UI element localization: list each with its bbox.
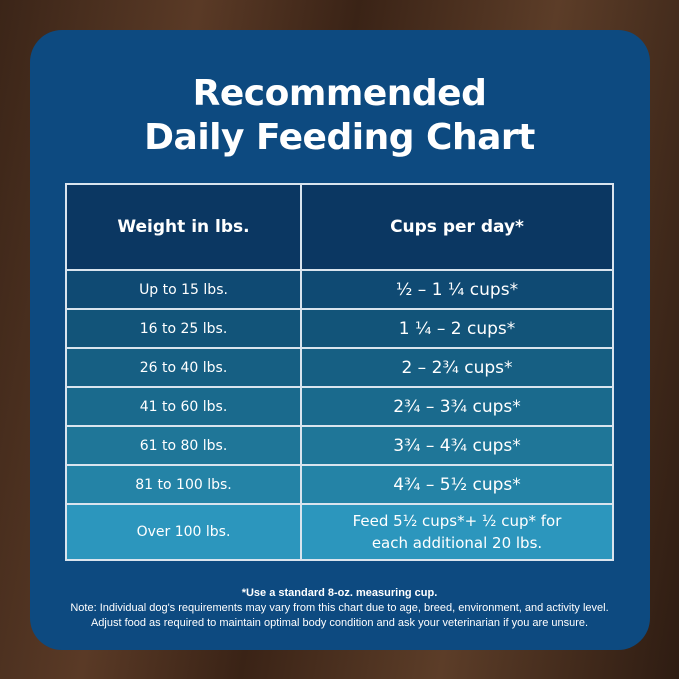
cups-cell: 3¾ – 4¾ cups* bbox=[300, 425, 614, 466]
table-row: 61 to 80 lbs. 3¾ – 4¾ cups* bbox=[65, 425, 614, 466]
title-line-1: Recommended bbox=[192, 73, 487, 114]
footnote-note: Note: Individual dog's requirements may … bbox=[70, 602, 609, 614]
weight-cell: 41 to 60 lbs. bbox=[65, 386, 302, 427]
weight-cell: 16 to 25 lbs. bbox=[65, 308, 302, 349]
table-row: 16 to 25 lbs. 1 ¼ – 2 cups* bbox=[65, 308, 614, 349]
weight-cell: 81 to 100 lbs. bbox=[65, 464, 302, 505]
table-row: Up to 15 lbs. ½ – 1 ¼ cups* bbox=[65, 269, 614, 310]
header-cups: Cups per day* bbox=[300, 183, 614, 271]
table-row: 41 to 60 lbs. 2¾ – 3¾ cups* bbox=[65, 386, 614, 427]
weight-cell: Over 100 lbs. bbox=[65, 503, 302, 561]
cups-cell: ½ – 1 ¼ cups* bbox=[300, 269, 614, 310]
footnote-adjust: Adjust food as required to maintain opti… bbox=[90, 617, 589, 629]
title-line-2: Daily Feeding Chart bbox=[144, 117, 535, 158]
table-row: Over 100 lbs. Feed 5½ cups*+ ½ cup* for ea… bbox=[65, 503, 614, 561]
weight-cell: Up to 15 lbs. bbox=[65, 269, 302, 310]
weight-cell: 61 to 80 lbs. bbox=[65, 425, 302, 466]
table-row: 26 to 40 lbs. 2 – 2¾ cups* bbox=[65, 347, 614, 388]
footnote-cup: *Use a standard 8-oz. measuring cup. bbox=[241, 587, 438, 599]
cups-cell: 2¾ – 3¾ cups* bbox=[300, 386, 614, 427]
table-row: 81 to 100 lbs. 4¾ – 5½ cups* bbox=[65, 464, 614, 505]
chart-title: Recommended Daily Feeding Chart bbox=[0, 72, 679, 160]
feeding-table: Weight in lbs. Cups per day* Up to 15 lb… bbox=[65, 183, 614, 561]
cups-line: Feed 5½ cups*+ ½ cup* for bbox=[352, 512, 562, 530]
table-header: Weight in lbs. Cups per day* bbox=[65, 183, 614, 271]
cups-cell: 4¾ – 5½ cups* bbox=[300, 464, 614, 505]
header-weight: Weight in lbs. bbox=[65, 183, 302, 271]
cups-cell: 2 – 2¾ cups* bbox=[300, 347, 614, 388]
cups-cell: 1 ¼ – 2 cups* bbox=[300, 308, 614, 349]
footnotes: *Use a standard 8-oz. measuring cup. Not… bbox=[0, 586, 679, 631]
cups-line: each additional 20 lbs. bbox=[371, 534, 543, 552]
weight-cell: 26 to 40 lbs. bbox=[65, 347, 302, 388]
cups-cell: Feed 5½ cups*+ ½ cup* for each additional… bbox=[300, 503, 614, 561]
